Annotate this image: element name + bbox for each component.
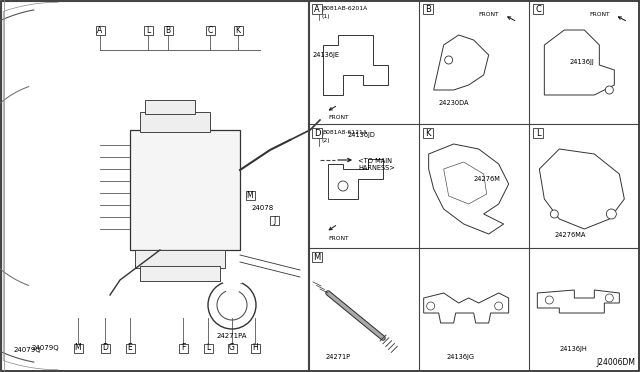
Text: (2): (2) (322, 138, 331, 143)
Circle shape (315, 6, 323, 14)
Bar (145, 100, 195, 114)
Text: FRONT: FRONT (328, 115, 349, 120)
Bar (250, 343, 259, 353)
Bar (1, 1, 309, 371)
Text: K: K (236, 26, 241, 35)
Bar (140, 112, 210, 132)
Text: (1): (1) (322, 14, 331, 19)
Text: FRONT: FRONT (589, 12, 610, 17)
Text: C: C (207, 26, 212, 35)
Text: B: B (425, 4, 431, 13)
Circle shape (605, 294, 613, 302)
Text: J24006DM: J24006DM (596, 358, 635, 367)
Text: M: M (314, 253, 321, 262)
Text: 24136JE: 24136JE (313, 52, 340, 58)
Bar (533, 128, 543, 138)
Text: <TO MAIN
HARNESS>: <TO MAIN HARNESS> (358, 158, 395, 171)
Bar (179, 343, 188, 353)
Bar (271, 215, 280, 224)
Text: J: J (274, 215, 276, 224)
Text: L: L (146, 26, 150, 35)
Bar (227, 343, 237, 353)
Text: D: D (314, 128, 320, 138)
Circle shape (495, 302, 502, 310)
Text: B081AB-6201A: B081AB-6201A (322, 6, 367, 11)
Text: M: M (246, 190, 253, 199)
Circle shape (605, 86, 613, 94)
Bar (204, 343, 212, 353)
Text: A: A (97, 26, 102, 35)
Bar (163, 26, 173, 35)
Text: 24136JH: 24136JH (559, 346, 587, 352)
Circle shape (315, 130, 323, 138)
Bar (205, 26, 214, 35)
Text: 24136JD: 24136JD (348, 132, 376, 138)
Bar (312, 4, 322, 14)
Text: L: L (536, 128, 541, 138)
Bar (246, 190, 255, 199)
Text: 24276M: 24276M (474, 176, 500, 182)
Text: C: C (536, 4, 541, 13)
Bar (140, 266, 220, 281)
Text: K: K (425, 128, 431, 138)
Bar (95, 26, 104, 35)
Circle shape (338, 181, 348, 191)
Bar (135, 250, 225, 268)
Text: H: H (252, 343, 258, 353)
Circle shape (427, 302, 435, 310)
Bar (143, 26, 152, 35)
Text: D: D (102, 343, 108, 353)
Circle shape (545, 296, 554, 304)
Text: A: A (314, 4, 320, 13)
Text: F: F (181, 343, 185, 353)
Text: 24079Q: 24079Q (14, 347, 42, 353)
Text: 24136JJ: 24136JJ (570, 59, 594, 65)
Text: 24079Q: 24079Q (32, 345, 60, 351)
Bar (74, 343, 83, 353)
Text: B: B (165, 26, 171, 35)
Text: B081A8-6121A: B081A8-6121A (322, 130, 367, 135)
Text: 24271PA: 24271PA (217, 333, 247, 339)
Text: L: L (206, 343, 210, 353)
Text: 24230DA: 24230DA (438, 100, 469, 106)
Text: 24276MA: 24276MA (554, 232, 586, 238)
Bar (130, 130, 240, 250)
Bar (100, 343, 109, 353)
Text: E: E (127, 343, 132, 353)
Bar (312, 128, 322, 138)
Text: G: G (229, 343, 235, 353)
Text: 24271P: 24271P (326, 354, 351, 360)
Bar (533, 4, 543, 14)
Circle shape (550, 210, 558, 218)
Bar (125, 343, 134, 353)
Text: FRONT: FRONT (479, 12, 499, 17)
Bar (422, 128, 433, 138)
Text: 24136JG: 24136JG (447, 354, 475, 360)
Bar (422, 4, 433, 14)
Bar (312, 252, 322, 262)
Text: FRONT: FRONT (328, 236, 349, 241)
Text: M: M (75, 343, 81, 353)
Circle shape (445, 56, 452, 64)
Text: 24078: 24078 (252, 205, 275, 211)
Bar (234, 26, 243, 35)
Circle shape (606, 209, 616, 219)
